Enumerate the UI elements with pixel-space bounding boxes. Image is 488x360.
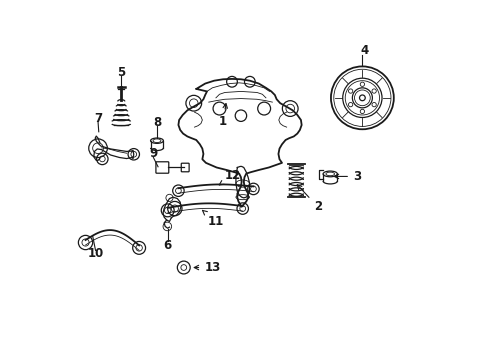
Text: 9: 9 <box>149 148 157 161</box>
Text: 6: 6 <box>163 239 171 252</box>
Text: 2: 2 <box>297 185 321 213</box>
Text: 8: 8 <box>153 116 161 129</box>
Text: 7: 7 <box>94 112 102 125</box>
Text: 4: 4 <box>359 44 367 57</box>
Text: 3: 3 <box>334 170 360 183</box>
Text: 5: 5 <box>117 66 125 78</box>
Text: 11: 11 <box>202 210 224 228</box>
Text: 10: 10 <box>87 247 103 260</box>
Text: 12: 12 <box>219 169 241 185</box>
Text: 1: 1 <box>219 104 227 127</box>
Text: 13: 13 <box>194 261 220 274</box>
